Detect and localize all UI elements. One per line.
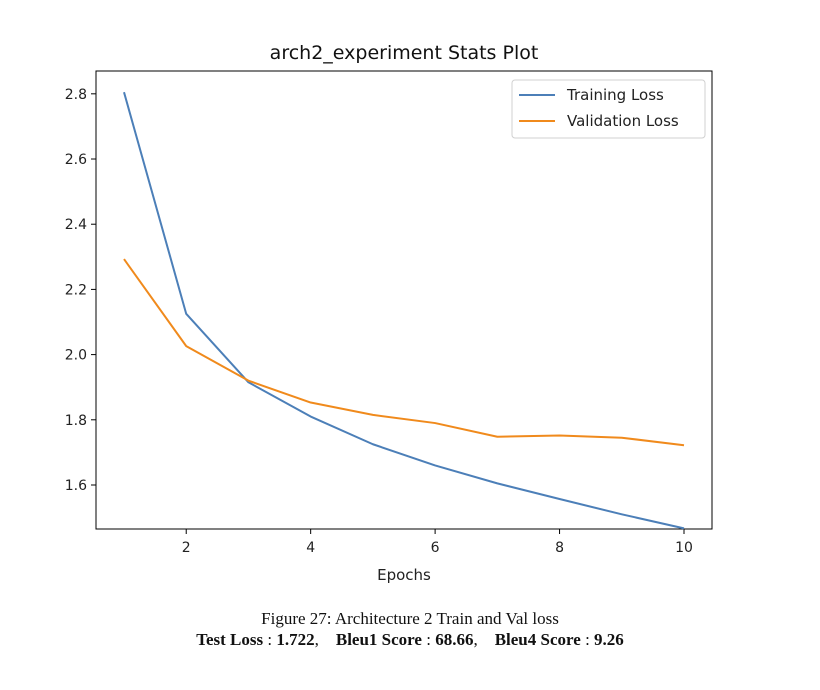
y-tick-label: 2.4 xyxy=(65,217,87,233)
x-tick-label: 8 xyxy=(555,540,564,556)
y-tick-label: 2.0 xyxy=(65,348,87,364)
x-tick-label: 4 xyxy=(306,540,315,556)
y-tick-label: 1.8 xyxy=(65,413,87,429)
x-tick-label: 6 xyxy=(431,540,440,556)
bleu1-value: 68.66 xyxy=(435,630,474,649)
y-axis-ticks: 1.6 1.8 2.0 2.2 2.4 2.6 2.8 xyxy=(65,87,96,494)
legend-box xyxy=(511,79,706,139)
loss-chart: arch2_experiment Stats Plot 1.6 1.8 2.0 2.2… xyxy=(65,42,713,584)
test-loss-label: Test Loss xyxy=(196,630,264,649)
chart-title: arch2_experiment Stats Plot xyxy=(270,42,539,64)
x-tick-label: 2 xyxy=(182,540,191,556)
bleu1-label: Bleu1 Score xyxy=(335,630,422,649)
bleu4-label: Bleu4 Score xyxy=(494,630,581,649)
legend-label-training-loss: Training Loss xyxy=(566,86,664,104)
x-axis-ticks: 2 4 6 8 10 xyxy=(182,529,693,556)
legend: Training Loss Validation Loss xyxy=(511,79,706,139)
figure-caption: Figure 27: Architecture 2 Train and Val … xyxy=(261,609,559,628)
series-line-training-loss xyxy=(123,91,685,530)
bleu4-value: 9.26 xyxy=(594,630,624,649)
x-tick-label: 10 xyxy=(675,540,693,556)
test-loss-value: 1.722 xyxy=(276,630,315,649)
legend-label-validation-loss: Validation Loss xyxy=(567,112,679,130)
plot-frame xyxy=(95,70,713,530)
series-line-validation-loss xyxy=(123,258,685,447)
y-tick-label: 2.8 xyxy=(65,87,87,103)
y-tick-label: 1.6 xyxy=(65,478,87,494)
x-axis-label: Epochs xyxy=(377,566,431,584)
y-tick-label: 2.2 xyxy=(65,282,87,298)
score-summary: Test Loss : 1.722, Bleu1 Score : 68.66, … xyxy=(196,630,624,649)
y-tick-label: 2.6 xyxy=(65,152,87,168)
series-lines xyxy=(123,91,685,530)
